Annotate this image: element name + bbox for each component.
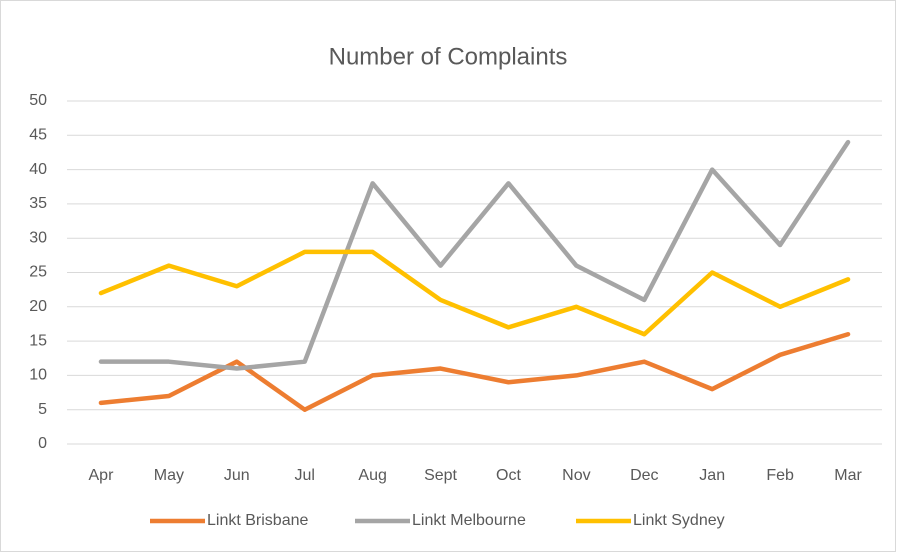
y-tick-label: 25 [29,264,47,281]
y-tick-label: 0 [38,435,47,452]
legend-label: Linkt Brisbane [207,512,308,529]
y-tick-label: 50 [29,92,47,109]
y-tick-label: 30 [29,229,47,246]
x-tick-label: Jul [294,467,314,484]
x-tick-label: Oct [496,467,521,484]
x-tick-label: Aug [358,467,386,484]
y-tick-label: 5 [38,401,47,418]
y-tick-label: 45 [29,127,47,144]
series-line [98,139,851,371]
y-tick-label: 10 [29,367,47,384]
x-tick-label: Sept [424,467,457,484]
x-tick-label: Nov [562,467,590,484]
x-tick-label: Mar [834,467,862,484]
x-tick-label: May [154,467,184,484]
x-tick-label: Jun [224,467,250,484]
y-tick-label: 35 [29,195,47,212]
y-tick-label: 15 [29,332,47,349]
legend-label: Linkt Sydney [633,512,725,529]
y-tick-label: 20 [29,298,47,315]
x-tick-label: Dec [630,467,658,484]
x-tick-label: Jan [699,467,725,484]
x-tick-label: Apr [89,467,115,484]
legend-label: Linkt Melbourne [412,512,526,529]
series-line [98,249,851,337]
x-tick-label: Feb [766,467,794,484]
y-tick-label: 40 [29,161,47,178]
chart-title: Number of Complaints [329,43,568,70]
